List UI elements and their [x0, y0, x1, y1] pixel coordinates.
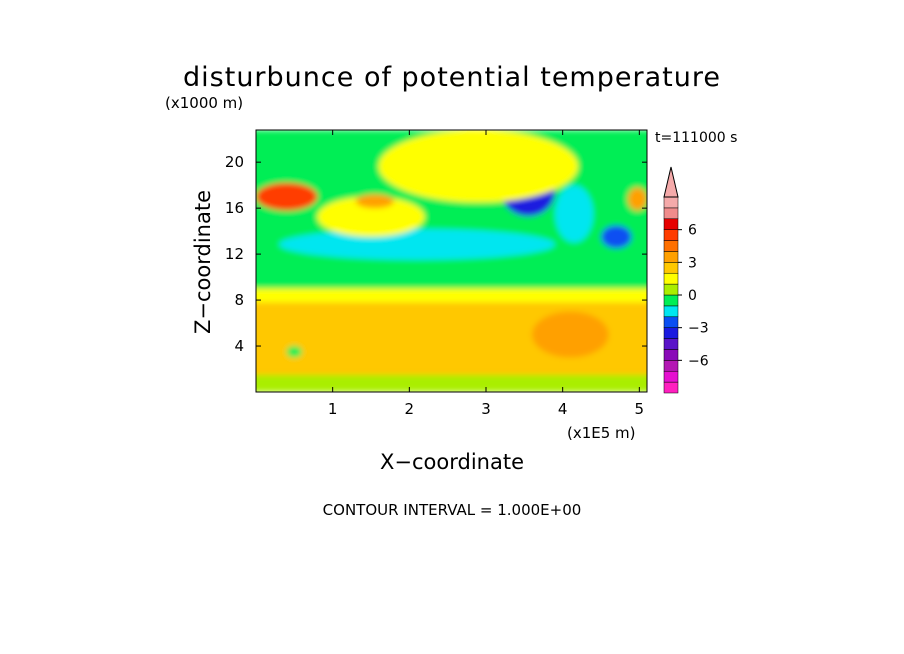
field-region: [256, 374, 647, 392]
colorbar: 6 3 0 −3 −6: [663, 166, 709, 394]
colorbar-level: [663, 229, 679, 241]
field-region: [317, 196, 425, 237]
colorbar-level: [663, 251, 679, 263]
colorbar-level: [663, 283, 679, 296]
colorbar-tick-label: 3: [688, 255, 697, 271]
colorbar-level: [663, 349, 679, 361]
colorbar-level: [663, 272, 679, 285]
x-axis-ticks: 1 2 3 4 5: [328, 130, 644, 418]
x-tick-label: 2: [405, 400, 415, 418]
colorbar-level: [663, 196, 679, 209]
x-tick-label: 4: [558, 400, 568, 418]
colorbar-tick-label: −6: [688, 353, 709, 369]
field-region: [355, 194, 395, 209]
x-tick-label: 5: [635, 400, 645, 418]
y-tick-label: 20: [225, 153, 244, 171]
y-tick-label: 16: [225, 199, 244, 217]
colorbar-level: [663, 240, 679, 252]
field-region: [555, 185, 594, 243]
colorbar-level: [663, 207, 679, 220]
colorbar-level: [663, 370, 679, 383]
colorbar-level: [663, 262, 679, 274]
x-unit-label: (x1E5 m): [567, 424, 636, 442]
y-axis-ticks: 4 8 12 16 20: [225, 153, 647, 355]
x-axis-label: X−coordinate: [380, 450, 524, 474]
x-tick-label: 1: [328, 400, 338, 418]
plot-frame: [255, 129, 648, 393]
chart-title: disturbunce of potential temperature: [183, 62, 721, 93]
field-region: [532, 311, 609, 358]
colorbar-level: [663, 316, 679, 328]
field-region: [279, 228, 555, 260]
plot-area: [256, 130, 647, 392]
field-region: [256, 288, 647, 303]
colorbar-level: [663, 294, 679, 307]
temperature-field: [256, 130, 647, 392]
colorbar-level: [663, 360, 679, 372]
y-axis-label: Z−coordinate: [191, 190, 215, 334]
field-region: [256, 182, 318, 211]
colorbar-level: [663, 305, 679, 318]
contour-interval-label: CONTOUR INTERVAL = 1.000E+00: [323, 501, 582, 519]
colorbar-level: [663, 218, 679, 230]
colorbar-level: [663, 327, 679, 339]
field-region: [378, 130, 578, 203]
y-unit-label: (x1000 m): [165, 94, 243, 112]
time-label: t=111000 s: [655, 130, 737, 146]
field-region: [601, 225, 632, 249]
colorbar-level: [663, 381, 679, 394]
colorbar-level: [663, 338, 679, 350]
y-tick-label: 8: [234, 291, 244, 309]
colorbar-tick-label: 6: [688, 223, 697, 239]
y-tick-label: 4: [234, 337, 244, 355]
field-region: [627, 187, 647, 211]
colorbar-tick-label: −3: [688, 321, 709, 337]
colorbar-arrow: [663, 166, 679, 198]
field-region: [286, 346, 303, 358]
x-tick-label: 3: [481, 400, 491, 418]
y-tick-label: 12: [225, 245, 244, 263]
colorbar-tick-label: 0: [688, 288, 697, 304]
